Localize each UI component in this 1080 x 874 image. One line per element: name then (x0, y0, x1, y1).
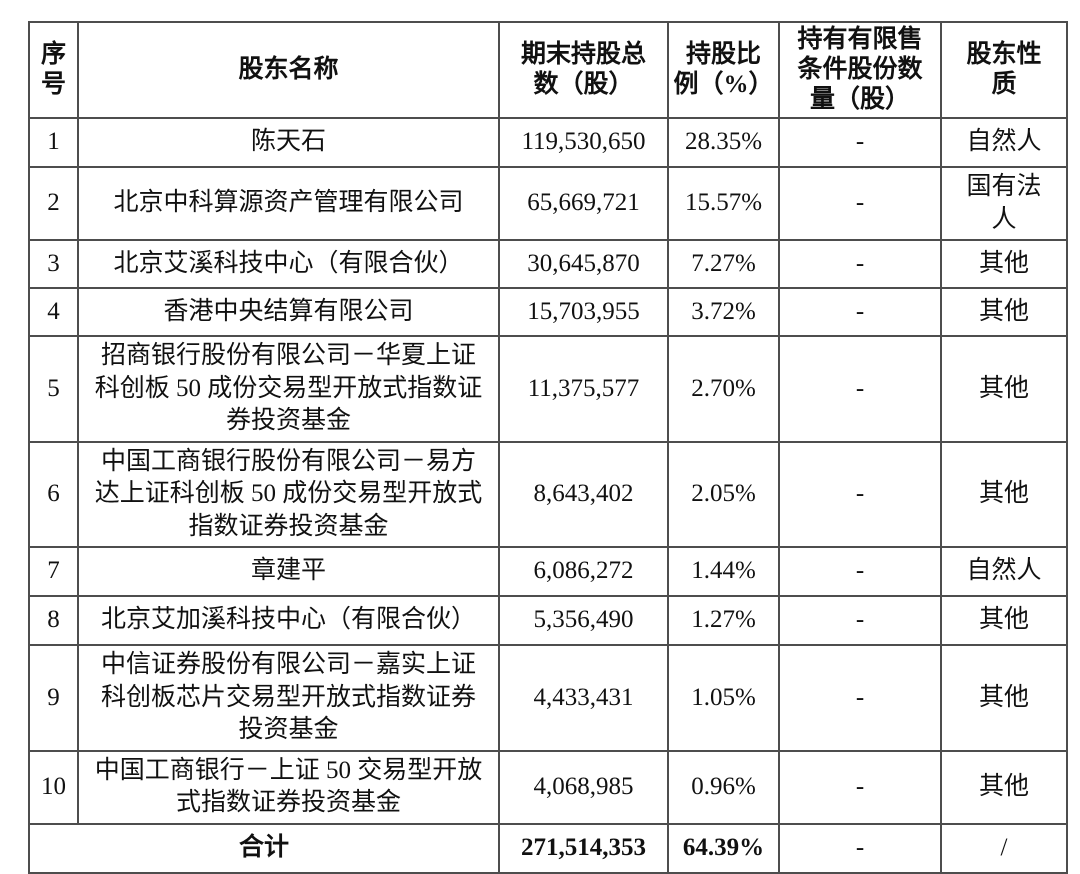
seq-cell: 4 (28, 287, 79, 337)
ratio-cell: 1.05% (667, 644, 780, 752)
ratio-cell: 0.96% (667, 749, 780, 825)
seq-cell: 3 (28, 239, 79, 289)
shareholder-row: 4 香港中央结算有限公司 15,703,955 3.72% - 其他 (28, 287, 1068, 337)
header-shareholder-nature: 股东性 质 (940, 21, 1068, 119)
seq-cell: 1 (28, 117, 79, 168)
shareholder-name-cell: 中国工商银行股份有限公司－易方 达上证科创板 50 成份交易型开放式 指数证券投… (77, 440, 500, 548)
restricted-shares-cell: - (778, 239, 942, 289)
restricted-shares-cell: - (778, 117, 942, 168)
restricted-shares-cell: - (778, 644, 942, 752)
shareholder-row: 9 中信证券股份有限公司－嘉实上证 科创板芯片交易型开放式指数证券 投资基金 4… (28, 644, 1068, 752)
header-shareholding-ratio: 持股比 例（%） (667, 21, 780, 119)
total-shares-cell: 271,514,353 (498, 822, 669, 874)
shareholder-row: 7 章建平 6,086,272 1.44% - 自然人 (28, 546, 1068, 597)
restricted-shares-cell: - (778, 287, 942, 337)
nature-cell: 其他 (940, 644, 1068, 752)
shareholder-row: 6 中国工商银行股份有限公司－易方 达上证科创板 50 成份交易型开放式 指数证… (28, 440, 1068, 548)
restricted-shares-cell: - (778, 166, 942, 241)
header-restricted-shares: 持有有限售 条件股份数 量（股） (778, 21, 942, 119)
ratio-cell: 28.35% (667, 117, 780, 168)
shares-cell: 5,356,490 (498, 595, 669, 646)
shareholder-row: 3 北京艾溪科技中心（有限合伙） 30,645,870 7.27% - 其他 (28, 239, 1068, 289)
total-nature-cell: / (940, 822, 1068, 874)
ratio-cell: 7.27% (667, 239, 780, 289)
shares-cell: 119,530,650 (498, 117, 669, 168)
nature-cell: 其他 (940, 287, 1068, 337)
seq-cell: 7 (28, 546, 79, 597)
shareholder-name-cell: 招商银行股份有限公司－华夏上证 科创板 50 成份交易型开放式指数证 券投资基金 (77, 335, 500, 443)
nature-cell: 自然人 (940, 546, 1068, 597)
shares-cell: 15,703,955 (498, 287, 669, 337)
shareholder-row: 8 北京艾加溪科技中心（有限合伙） 5,356,490 1.27% - 其他 (28, 595, 1068, 646)
restricted-shares-cell: - (778, 440, 942, 548)
restricted-shares-cell: - (778, 595, 942, 646)
ratio-cell: 1.27% (667, 595, 780, 646)
shareholder-name-cell: 北京艾溪科技中心（有限合伙） (77, 239, 500, 289)
nature-cell: 其他 (940, 335, 1068, 443)
shares-cell: 4,433,431 (498, 644, 669, 752)
header-total-shares: 期末持股总 数（股） (498, 21, 669, 119)
shareholder-name-cell: 中信证券股份有限公司－嘉实上证 科创板芯片交易型开放式指数证券 投资基金 (77, 644, 500, 752)
nature-cell: 其他 (940, 239, 1068, 289)
seq-cell: 2 (28, 166, 79, 241)
shares-cell: 11,375,577 (498, 335, 669, 443)
total-restricted-cell: - (778, 822, 942, 874)
ratio-cell: 3.72% (667, 287, 780, 337)
shares-cell: 30,645,870 (498, 239, 669, 289)
ratio-cell: 2.05% (667, 440, 780, 548)
shares-cell: 4,068,985 (498, 749, 669, 825)
shareholder-name-cell: 北京艾加溪科技中心（有限合伙） (77, 595, 500, 646)
nature-cell: 国有法 人 (940, 166, 1068, 241)
ratio-cell: 15.57% (667, 166, 780, 241)
shareholder-name-cell: 香港中央结算有限公司 (77, 287, 500, 337)
shareholder-row: 2 北京中科算源资产管理有限公司 65,669,721 15.57% - 国有法… (28, 166, 1068, 241)
restricted-shares-cell: - (778, 749, 942, 825)
total-label-cell: 合计 (28, 822, 500, 874)
nature-cell: 自然人 (940, 117, 1068, 168)
seq-cell: 10 (28, 749, 79, 825)
seq-cell: 8 (28, 595, 79, 646)
nature-cell: 其他 (940, 595, 1068, 646)
header-seq: 序 号 (28, 21, 79, 119)
shareholders-table: 序 号 股东名称 期末持股总 数（股） 持股比 例（%） 持有有限售 条件股份数… (28, 21, 1068, 874)
ratio-cell: 1.44% (667, 546, 780, 597)
shareholder-row: 1 陈天石 119,530,650 28.35% - 自然人 (28, 117, 1068, 168)
shareholder-row: 5 招商银行股份有限公司－华夏上证 科创板 50 成份交易型开放式指数证 券投资… (28, 335, 1068, 443)
ratio-cell: 2.70% (667, 335, 780, 443)
shares-cell: 6,086,272 (498, 546, 669, 597)
table-header-row: 序 号 股东名称 期末持股总 数（股） 持股比 例（%） 持有有限售 条件股份数… (28, 21, 1068, 119)
total-ratio-cell: 64.39% (667, 822, 780, 874)
total-row: 合计 271,514,353 64.39% - / (28, 822, 1068, 874)
shareholder-name-cell: 陈天石 (77, 117, 500, 168)
restricted-shares-cell: - (778, 335, 942, 443)
shares-cell: 8,643,402 (498, 440, 669, 548)
shareholder-name-cell: 章建平 (77, 546, 500, 597)
shareholder-name-cell: 北京中科算源资产管理有限公司 (77, 166, 500, 241)
shareholder-name-cell: 中国工商银行－上证 50 交易型开放 式指数证券投资基金 (77, 749, 500, 825)
header-shareholder-name: 股东名称 (77, 21, 500, 119)
seq-cell: 9 (28, 644, 79, 752)
shares-cell: 65,669,721 (498, 166, 669, 241)
seq-cell: 5 (28, 335, 79, 443)
nature-cell: 其他 (940, 440, 1068, 548)
nature-cell: 其他 (940, 749, 1068, 825)
restricted-shares-cell: - (778, 546, 942, 597)
seq-cell: 6 (28, 440, 79, 548)
shareholder-row: 10 中国工商银行－上证 50 交易型开放 式指数证券投资基金 4,068,98… (28, 749, 1068, 825)
